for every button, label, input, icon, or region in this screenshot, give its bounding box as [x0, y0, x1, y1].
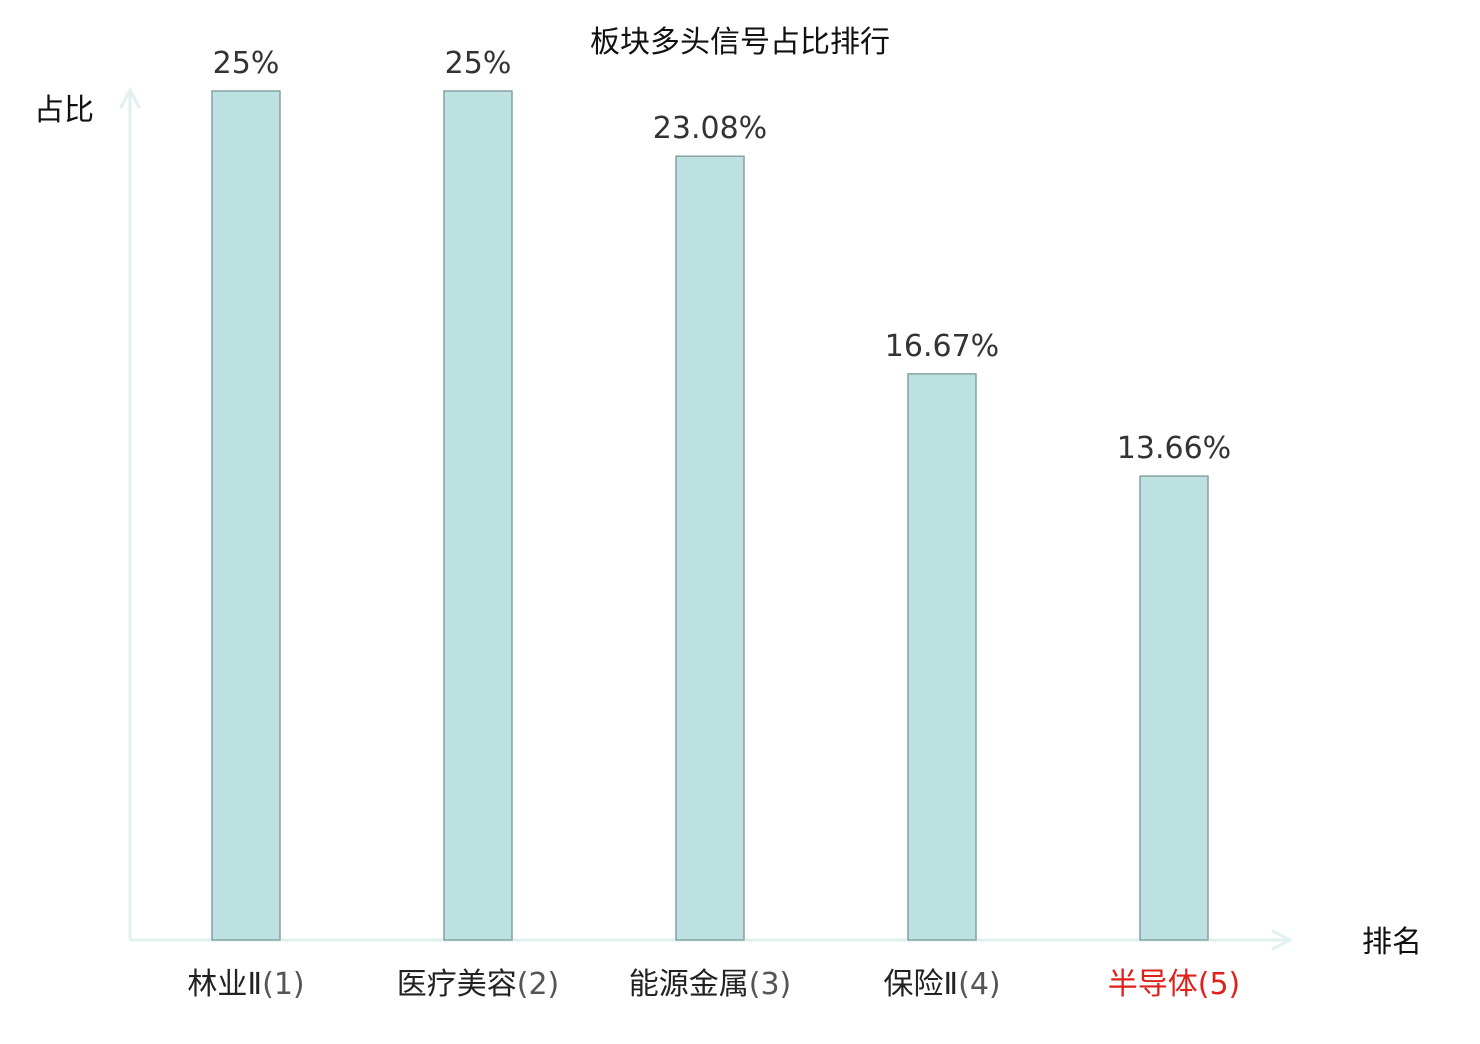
- category-name: 半导体: [1108, 967, 1198, 1002]
- y-axis-label: 占比: [34, 93, 94, 128]
- data-label-5: 13.66%: [1117, 431, 1231, 466]
- bar-5: [1139, 475, 1209, 941]
- bar-2: [443, 90, 513, 941]
- x-tick-label-1: 林业Ⅱ(1): [187, 967, 304, 1002]
- data-label-4: 16.67%: [885, 329, 999, 364]
- x-axis-arrow-icon: [1271, 929, 1294, 951]
- bar-4: [907, 373, 977, 941]
- x-axis-label: 排名: [1362, 925, 1422, 960]
- category-rank: (2): [517, 967, 560, 1002]
- category-rank: (3): [749, 967, 792, 1002]
- bars: [211, 90, 1209, 941]
- x-tick-labels: 林业Ⅱ(1) 医疗美容(2) 能源金属(3) 保险Ⅱ(4) 半导体(5): [187, 967, 1240, 1002]
- bar-3: [675, 155, 745, 941]
- x-tick-label-5: 半导体(5): [1108, 967, 1241, 1002]
- category-name: 医疗美容: [397, 967, 517, 1002]
- category-name: 能源金属: [629, 967, 749, 1002]
- bar-1: [211, 90, 281, 941]
- value-labels: 25% 25% 23.08% 16.67% 13.66%: [213, 46, 1232, 466]
- data-label-3: 23.08%: [653, 111, 767, 146]
- data-label-2: 25%: [445, 46, 512, 81]
- y-axis-arrow-icon: [119, 86, 141, 109]
- x-tick-label-3: 能源金属(3): [629, 967, 792, 1002]
- category-name: 林业Ⅱ: [187, 967, 262, 1002]
- category-rank: (4): [958, 967, 1001, 1002]
- x-tick-label-4: 保险Ⅱ(4): [883, 967, 1000, 1002]
- category-name: 保险Ⅱ: [883, 967, 958, 1002]
- data-label-1: 25%: [213, 46, 280, 81]
- category-rank: (1): [262, 967, 305, 1002]
- x-tick-label-2: 医疗美容(2): [397, 967, 560, 1002]
- chart-title: 板块多头信号占比排行: [590, 25, 890, 60]
- category-rank: (5): [1198, 967, 1241, 1002]
